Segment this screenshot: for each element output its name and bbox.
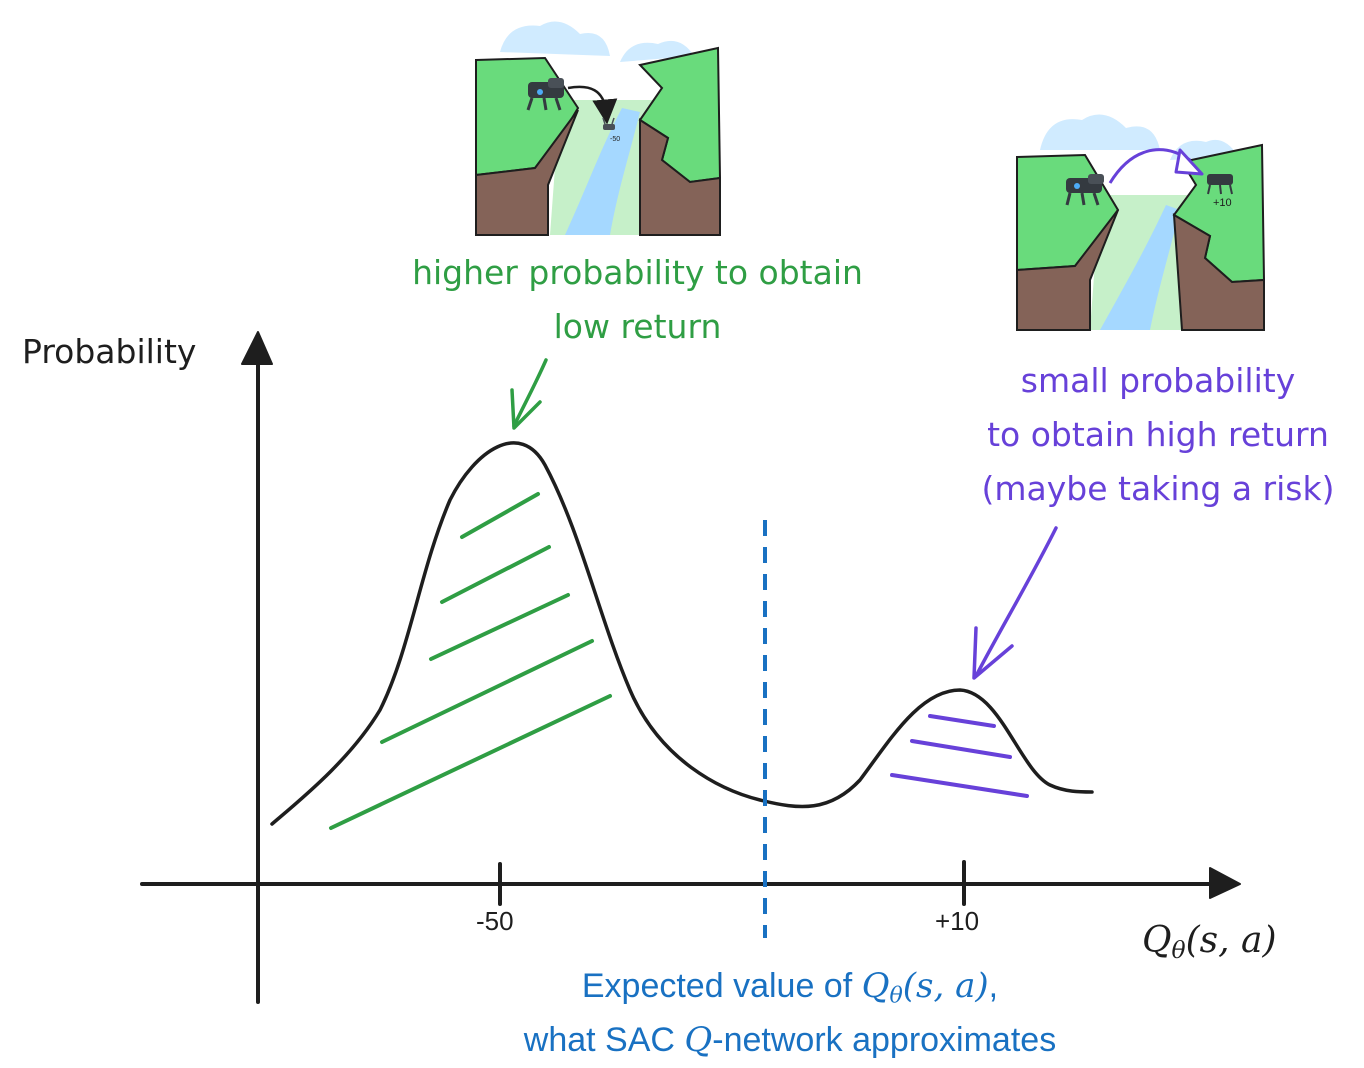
- jump-arrow-head: [1174, 148, 1204, 176]
- caption-line-1-math-sub: θ: [889, 982, 903, 1009]
- high-return-line-2: to obtain high return: [987, 415, 1329, 454]
- caption-line-2-prefix: what SAC: [523, 1020, 685, 1059]
- caption-line-2-math: Q: [684, 1019, 713, 1060]
- tick-label-plus-10: +10: [935, 906, 980, 936]
- y-axis-label: Probability: [22, 332, 197, 371]
- expected-value-caption-line-2: what SAC Q-network approximates: [430, 1018, 1150, 1062]
- expected-value-caption: Expected value of Qθ(s, a), what SAC Q-n…: [430, 964, 1150, 1062]
- left-cliff-brown: [475, 109, 579, 236]
- caption-line-2-suffix: -network approximates: [712, 1020, 1057, 1059]
- tick-label-minus-50: -50: [476, 906, 514, 936]
- y-axis-arrowhead: [241, 331, 273, 365]
- x-axis-arrowhead: [1209, 867, 1241, 899]
- fall-reward-label: -50: [610, 136, 620, 143]
- right-cliff-brown: [1172, 213, 1265, 331]
- expected-value-caption-line-1: Expected value of Qθ(s, a),: [430, 964, 1150, 1018]
- low-return-pointer-arrow: [510, 358, 548, 430]
- high-return-pointer-arrow: [972, 526, 1058, 680]
- low-return-line-2: low return: [553, 307, 722, 346]
- x-axis-label: Qθ(s, a): [1142, 920, 1277, 964]
- return-distribution-curve: [270, 441, 1094, 826]
- river: [565, 108, 640, 235]
- left-cliff-brown: [1016, 209, 1119, 331]
- fall-trajectory-arrow: [567, 85, 618, 125]
- river: [1100, 205, 1180, 330]
- right-cliff-brown: [639, 118, 721, 236]
- robot-dog-icon: [1065, 174, 1104, 206]
- fallen-robot-icon: [602, 117, 615, 130]
- scene-fall-illustration: -50: [475, 21, 722, 236]
- axes: [140, 331, 1241, 1004]
- high-return-annotation: small probability to obtain high return …: [952, 354, 1364, 516]
- robot-dog-icon: [526, 78, 564, 111]
- caption-line-1-suffix: ,: [988, 967, 999, 1005]
- caption-line-1-math: Q: [861, 966, 890, 1006]
- robot-dog-landed-icon: [1207, 174, 1233, 195]
- x-axis-label-args: (s, a): [1185, 920, 1277, 961]
- jump-reward-label: +10: [1213, 197, 1232, 209]
- low-return-hatching: [329, 492, 612, 830]
- caption-line-1-math-args: (s, a): [902, 966, 989, 1006]
- low-return-annotation: higher probability to obtain low return: [340, 246, 935, 354]
- cloud-icon: [500, 21, 610, 56]
- high-return-hatching: [890, 714, 1029, 798]
- high-return-line-1: small probability: [1020, 361, 1296, 400]
- x-axis-label-main: Q: [1142, 920, 1172, 961]
- caption-line-1-prefix: Expected value of: [581, 967, 862, 1005]
- low-return-line-1: higher probability to obtain: [412, 253, 863, 292]
- x-axis-label-sub: θ: [1171, 935, 1186, 964]
- cloud-icon: [1040, 114, 1160, 150]
- high-return-line-3: (maybe taking a risk): [981, 469, 1335, 508]
- scene-jump-illustration: +10: [1016, 114, 1266, 331]
